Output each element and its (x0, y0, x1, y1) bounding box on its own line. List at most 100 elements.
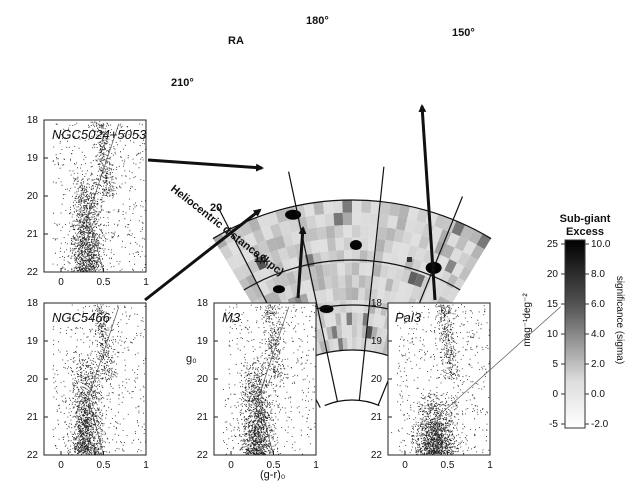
sky-cell (314, 264, 324, 279)
sky-cell (400, 269, 412, 284)
sky-cell (380, 328, 389, 342)
sky-cell (470, 244, 485, 260)
sky-cell (273, 235, 286, 250)
sky-cell (407, 271, 419, 286)
cmd-x-tick: 0 (402, 460, 408, 471)
sky-cell (462, 240, 477, 256)
cmd-frame (213, 302, 317, 456)
sky-cell (318, 238, 329, 253)
sky-cell (339, 300, 347, 313)
cmd-y-tick: 22 (27, 450, 39, 461)
sky-cell (378, 315, 386, 329)
sky-cell (371, 326, 379, 340)
colorbar-title-line2: Excess (566, 226, 604, 238)
sky-cell (282, 232, 294, 248)
sky-cell (318, 340, 327, 354)
sky-cell (410, 232, 422, 248)
cmd-frame (43, 302, 147, 456)
sky-cell (352, 337, 357, 351)
sky-cell (432, 267, 445, 282)
cmd-x-tick: 0 (58, 460, 64, 471)
sky-cell (391, 241, 402, 256)
sky-cell (414, 273, 426, 288)
sky-cell (346, 325, 352, 338)
cmd-y-tick: 18 (197, 298, 209, 309)
sky-cell (416, 208, 429, 224)
cmd-panel-pal3: 18 19 20 21 22 0 0.5 1 (371, 298, 561, 471)
cmd-y-tick: 20 (27, 374, 39, 385)
sky-cell (319, 289, 328, 303)
sky-cell (371, 276, 381, 290)
arrow-ngc5466 (144, 208, 262, 302)
sky-cell (277, 247, 290, 262)
sky-cell (343, 237, 352, 251)
sky-cell (352, 250, 360, 263)
sky-cell (345, 287, 352, 301)
sky-cell (341, 325, 348, 338)
sky-cell (380, 264, 390, 279)
sky-cell (229, 224, 244, 241)
sky-cell (352, 262, 360, 276)
sky-cell (345, 300, 352, 313)
cmd-y-tick: 21 (27, 229, 39, 240)
sky-cell (274, 261, 286, 276)
sky-cell (310, 239, 321, 254)
sky-cell (305, 215, 317, 229)
sky-cell (367, 313, 375, 327)
sky-cell (451, 220, 466, 237)
cmd-x-tick: 1 (143, 277, 149, 288)
sky-cell (451, 262, 465, 278)
sky-cell (337, 337, 344, 351)
cmd-y-tick: 18 (27, 115, 39, 126)
sky-cell (265, 237, 278, 253)
sky-cell (382, 290, 392, 304)
sky-cell (446, 232, 461, 248)
ra-axis-label: RA (228, 35, 244, 47)
sky-cell (352, 287, 359, 301)
sky-cell (468, 229, 483, 245)
colorbar-left-tick: 25 (547, 239, 559, 250)
colorbar-gradient (564, 239, 586, 429)
cmd-x-tick: 0 (228, 460, 234, 471)
sky-cell (333, 212, 344, 226)
sky-cell (357, 300, 365, 313)
sky-cell (254, 255, 267, 271)
sky-cell (359, 262, 367, 276)
sky-cell (245, 288, 258, 303)
sky-cell (344, 275, 352, 288)
cmd-x-tick: 0.5 (441, 460, 455, 471)
sky-cell (460, 224, 475, 241)
cmd-x-tick: 0.5 (267, 460, 281, 471)
sky-cell (285, 244, 298, 260)
cmd-x-tick: 1 (313, 460, 319, 471)
sky-cell (430, 225, 443, 241)
sky-cell (387, 215, 399, 229)
sky-cell (326, 238, 337, 252)
sky-cell (261, 225, 274, 241)
sky-cell (337, 262, 345, 276)
sky-cell (340, 312, 347, 326)
cmd-isochrone (87, 123, 120, 273)
sky-cell (342, 200, 352, 213)
sky-cell (332, 338, 340, 352)
sky-cell (441, 244, 455, 259)
sky-cell (359, 237, 369, 251)
sky-cell (227, 240, 242, 256)
distance-tick-20: 20 (210, 202, 222, 214)
sky-cell (352, 275, 360, 288)
colorbar-left-tick: 5 (552, 359, 558, 370)
sky-cell (314, 214, 326, 228)
sky-cell (375, 238, 386, 253)
sky-cell (379, 201, 391, 216)
sky-cell (404, 218, 417, 233)
sky-hotspot (349, 240, 362, 251)
sky-cell (233, 251, 247, 267)
cmd-x-tick: 1 (143, 460, 149, 471)
sky-ra-line (358, 166, 385, 401)
sky-cell (413, 220, 426, 236)
cmd-isochrone (87, 306, 120, 456)
sky-cell (270, 290, 282, 305)
cmd-isochrone (436, 306, 561, 455)
sky-cell (439, 270, 452, 285)
sky-cell (252, 270, 265, 285)
